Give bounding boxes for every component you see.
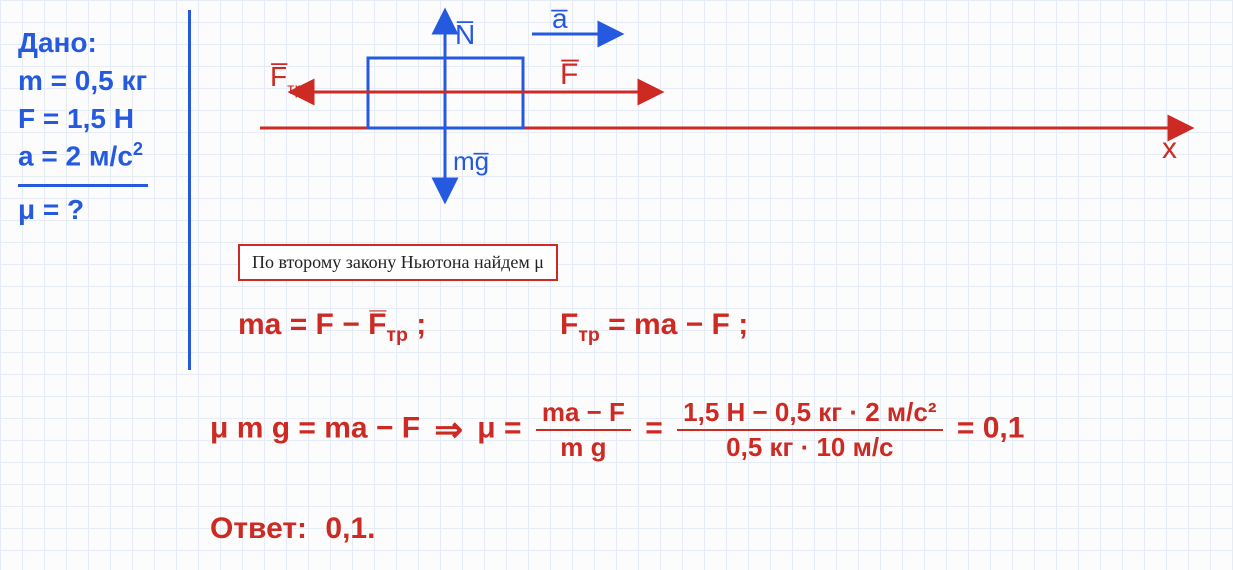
equation-line-1a: ma = F − F̅тр ;	[238, 308, 426, 347]
eq2-result: = 0,1	[957, 412, 1025, 445]
given-accel-prefix: a = 2 м/с	[18, 141, 133, 172]
equation-line-1b: Fтр = ma − F ;	[560, 308, 748, 347]
free-body-diagram: x N̅ mg̅ F̅ F̅тр a̅	[200, 0, 1200, 220]
given-divider	[18, 184, 148, 187]
eq1b-rhs: = ma − F ;	[600, 308, 748, 341]
answer-line: Ответ: 0,1.	[210, 512, 375, 546]
eq2-eq1: =	[645, 412, 663, 445]
eq1a-tail: ;	[408, 308, 426, 341]
eq2-frac2-den: 0,5 кг · 10 м/с	[677, 431, 942, 462]
given-accel-exp: 2	[133, 139, 143, 159]
given-find: μ = ?	[18, 191, 178, 229]
given-accel: a = 2 м/с2	[18, 137, 178, 175]
eq2-frac1: ma − F m g	[536, 398, 631, 461]
given-mass: m = 0,5 кг	[18, 62, 178, 100]
answer-value: 0,1.	[325, 512, 375, 545]
eq2-lhs: μ m g = ma − F	[210, 412, 420, 445]
force-mg-label: mg̅	[453, 146, 489, 176]
implies-arrow: ⇒	[428, 410, 469, 450]
accel-label: a̅	[550, 3, 568, 34]
given-title: Дано:	[18, 24, 178, 62]
eq2-frac2-num: 1,5 H − 0,5 кг · 2 м/с²	[677, 398, 942, 431]
equation-line-2: μ m g = ma − F ⇒ μ = ma − F m g = 1,5 H …	[210, 398, 1024, 461]
given-block: Дано: m = 0,5 кг F = 1,5 H a = 2 м/с2 μ …	[18, 24, 178, 228]
x-axis-label: x	[1162, 132, 1177, 165]
eq1b-sub: тр	[578, 324, 599, 346]
newton-note-text: По второму закону Ньютона найдем μ	[252, 252, 544, 272]
diagram-svg: x N̅ mg̅ F̅ F̅тр a̅	[200, 0, 1200, 220]
eq2-mu: μ =	[477, 412, 521, 445]
given-separator-line	[188, 10, 191, 370]
eq1a-main: ma = F − F̅	[238, 308, 386, 341]
given-force: F = 1,5 H	[18, 100, 178, 138]
eq1a-sub: тр	[386, 324, 407, 346]
eq2-frac1-den: m g	[536, 431, 631, 462]
answer-label: Ответ:	[210, 512, 307, 545]
eq2-frac1-num: ma − F	[536, 398, 631, 431]
force-N-label: N̅	[455, 19, 475, 50]
eq1b-F: F	[560, 308, 578, 341]
force-Ftr-label: F̅тр	[270, 61, 303, 98]
force-F-label: F̅	[560, 58, 579, 91]
eq2-frac2: 1,5 H − 0,5 кг · 2 м/с² 0,5 кг · 10 м/с	[677, 398, 942, 461]
newton-note-box: По второму закону Ньютона найдем μ	[238, 244, 558, 281]
